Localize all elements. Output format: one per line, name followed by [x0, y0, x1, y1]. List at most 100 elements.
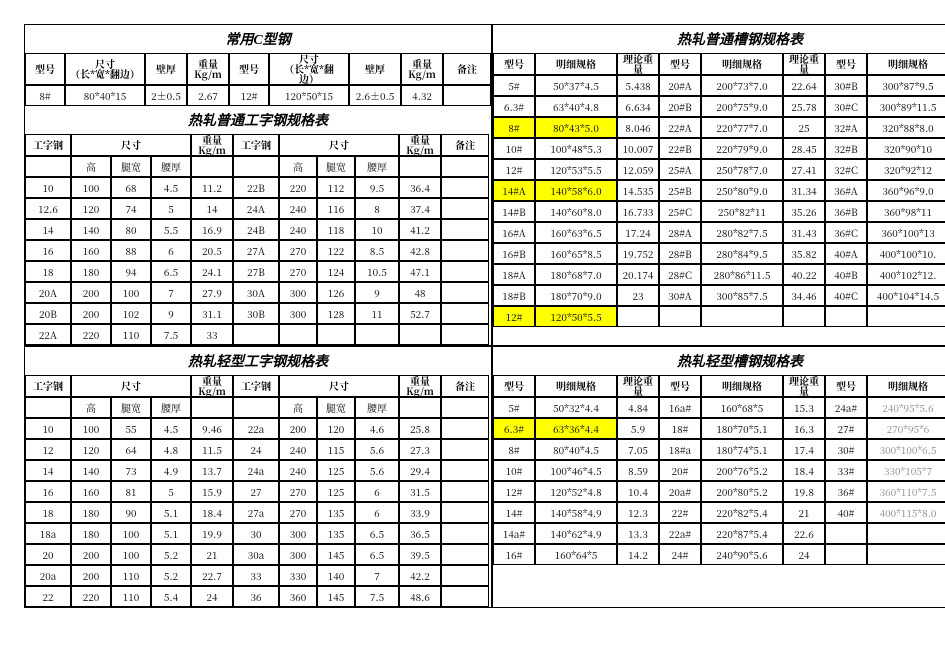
cell: 4.5	[151, 177, 191, 198]
cell: 明细规格	[535, 53, 617, 75]
cell	[441, 439, 489, 460]
cell: 140*58*6.0	[535, 180, 617, 201]
cell: 180	[71, 523, 111, 544]
cell: 33	[191, 324, 233, 345]
cell: 壁厚	[349, 53, 401, 85]
table-row: 16#A160*63*6.517.2428#A280*82*7.531.4336…	[493, 222, 945, 243]
cell: 125	[317, 460, 355, 481]
cell	[441, 282, 489, 303]
cell: 20	[25, 544, 71, 565]
cell: 11	[355, 303, 399, 324]
cell: 35.26	[783, 201, 825, 222]
cell	[441, 324, 489, 345]
cell: 200	[71, 282, 111, 303]
cell	[825, 306, 867, 327]
cell: 360*110*7.5	[867, 481, 945, 502]
cell: 240*90*5.6	[701, 544, 783, 565]
cell	[233, 397, 279, 418]
cell: 22B	[233, 177, 279, 198]
cell: 24	[783, 544, 825, 565]
cell: 高	[279, 156, 317, 177]
cell	[441, 481, 489, 502]
cell	[233, 156, 279, 177]
cell: 8.5	[355, 240, 399, 261]
cell: 尺寸（长*宽*翻边）	[65, 53, 145, 85]
cell: 8.046	[617, 117, 659, 138]
cell: 型号	[493, 375, 535, 397]
cell: 270	[279, 502, 317, 523]
cell: 29.4	[399, 460, 441, 481]
cell: 10	[25, 418, 71, 439]
cell	[825, 523, 867, 544]
cell: 160	[71, 240, 111, 261]
cell	[441, 460, 489, 481]
cell: 24#	[659, 544, 701, 565]
cell: 9	[355, 282, 399, 303]
cell: 9.5	[355, 177, 399, 198]
cell: 160*68*5	[701, 397, 783, 418]
cell: 2.67	[187, 85, 229, 106]
cell	[441, 198, 489, 219]
cell: 180*70*5.1	[701, 418, 783, 439]
cell: 320*88*8.0	[867, 117, 945, 138]
cell: 5.4	[151, 586, 191, 607]
table-row: 16#B160*65*8.519.75228#B280*84*9.535.824…	[493, 243, 945, 264]
cell: 18a	[25, 523, 71, 544]
cell: 16.3	[783, 418, 825, 439]
cell: 135	[317, 502, 355, 523]
cell: 6.5	[355, 544, 399, 565]
cell: 37.4	[399, 198, 441, 219]
cell: 5.438	[617, 75, 659, 96]
cell: 7.5	[151, 324, 191, 345]
cell: 27.3	[399, 439, 441, 460]
cell: 400*115*8.0	[867, 502, 945, 523]
cell: 330*105*7	[867, 460, 945, 481]
panel-left-bottom: 热轧轻型工字钢规格表工字钢尺寸重量Kg/m工字钢尺寸重量Kg/m备注高腿宽腰厚高…	[24, 346, 492, 608]
cell: 5.5	[151, 219, 191, 240]
cell: 300	[279, 523, 317, 544]
cell: 14	[25, 460, 71, 481]
cell: 24	[191, 586, 233, 607]
cell: 腿宽	[317, 397, 355, 418]
cell: 120	[317, 418, 355, 439]
cell: 明细规格	[701, 375, 783, 397]
cell: 30#	[825, 439, 867, 460]
cell: 300*89*11.5	[867, 96, 945, 117]
cell: 21	[191, 544, 233, 565]
cell: 型号	[659, 375, 701, 397]
cell: 5.6	[355, 439, 399, 460]
cell: 300	[279, 303, 317, 324]
table-row: 1616081515.927270125631.5	[25, 481, 491, 502]
cell	[617, 306, 659, 327]
cell: 200	[71, 565, 111, 586]
cell: 63*40*4.8	[535, 96, 617, 117]
cell: 128	[317, 303, 355, 324]
table-row: 12#120*53*5.512.05925#A250*78*7.027.4132…	[493, 159, 945, 180]
cell: 80*40*15	[65, 85, 145, 106]
cell: 27.9	[191, 282, 233, 303]
cell: 理论重量	[783, 375, 825, 397]
cell: 140	[71, 460, 111, 481]
cell: 5	[151, 481, 191, 502]
cell: 4.5	[151, 418, 191, 439]
cell: 10	[355, 219, 399, 240]
cell: 140*58*4.9	[535, 502, 617, 523]
cell: 110	[111, 586, 151, 607]
cell: 2.6±0.5	[349, 85, 401, 106]
cell: 40#A	[825, 243, 867, 264]
cell: 8.59	[617, 460, 659, 481]
cell: 140*62*4.9	[535, 523, 617, 544]
c-steel-body: 8#80*40*152±0.52.6712#120*50*152.6±0.54.…	[25, 85, 491, 106]
cell: 22.6	[783, 523, 825, 544]
cell: 22	[25, 586, 71, 607]
cell: 尺寸	[71, 375, 191, 397]
cell: 18	[25, 502, 71, 523]
cell	[441, 303, 489, 324]
cell	[867, 523, 945, 544]
cell	[443, 85, 491, 106]
cell: 400*104*14.5	[867, 285, 945, 306]
cell: 4.9	[151, 460, 191, 481]
cell: 220*79*9.0	[701, 138, 783, 159]
cell: 腰厚	[151, 156, 191, 177]
cell: 18#B	[493, 285, 535, 306]
